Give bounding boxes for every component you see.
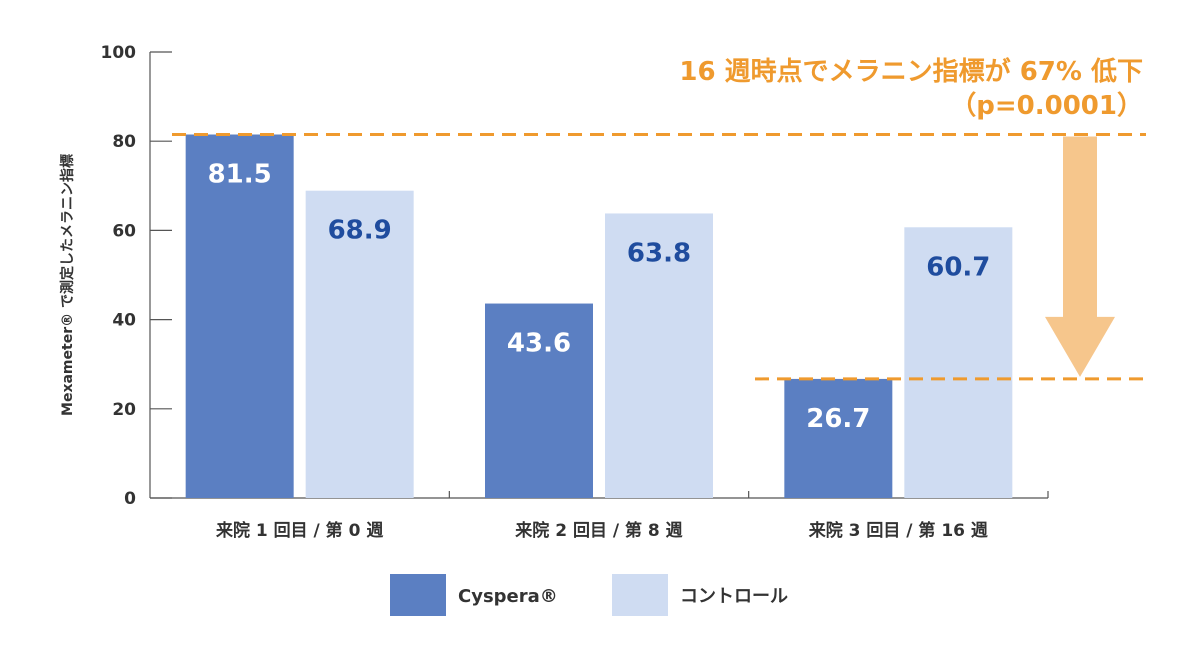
legend-label: コントロール — [680, 586, 788, 607]
legend-label: Cyspera® — [458, 586, 558, 607]
bar-cyspera — [784, 378, 893, 498]
bar-cyspera — [185, 134, 294, 498]
legend-swatch — [612, 574, 668, 616]
legend-swatch — [390, 574, 446, 616]
legend: Cyspera® コントロール — [390, 574, 788, 616]
annotation-line2: （p=0.0001） — [950, 91, 1143, 121]
annotation — [172, 133, 1146, 381]
bar-control — [904, 227, 1013, 498]
bar-control — [605, 213, 713, 498]
y-tick-label: 80 — [112, 132, 136, 152]
y-tick-label: 0 — [124, 489, 136, 509]
axes: 0 20 40 60 80 100 来院 1 回目 / 第 0 週 来院 2 回目 / 第 8… — [101, 43, 1049, 541]
x-tick-label: 来院 3 回目 / 第 16 週 — [808, 520, 988, 541]
bars: 81.5 68.9 43.6 63.8 26.7 60.7 — [185, 134, 1013, 498]
y-tick-label: 60 — [112, 221, 136, 241]
y-axis-label: Mexameter® で測定したメラニン指標 — [59, 154, 76, 416]
y-tick-label: 40 — [112, 311, 136, 331]
bar-value-label: 63.8 — [627, 238, 691, 268]
bar-value-label: 26.7 — [806, 404, 870, 434]
y-tick-label: 20 — [112, 400, 136, 420]
x-tick-label: 来院 2 回目 / 第 8 週 — [514, 520, 682, 541]
bar-value-label: 81.5 — [208, 160, 272, 190]
bar-cyspera — [485, 303, 593, 498]
bar-value-label: 43.6 — [507, 329, 571, 359]
bar-control — [305, 190, 414, 498]
bar-value-label: 68.9 — [328, 216, 392, 246]
bar-value-label: 60.7 — [926, 252, 990, 282]
y-tick-label: 100 — [101, 43, 137, 63]
annotation-line1: 16 週時点でメラニン指標が 67% 低下 — [679, 56, 1143, 87]
down-arrow-icon — [1045, 136, 1115, 377]
x-tick-label: 来院 1 回目 / 第 0 週 — [215, 520, 383, 541]
